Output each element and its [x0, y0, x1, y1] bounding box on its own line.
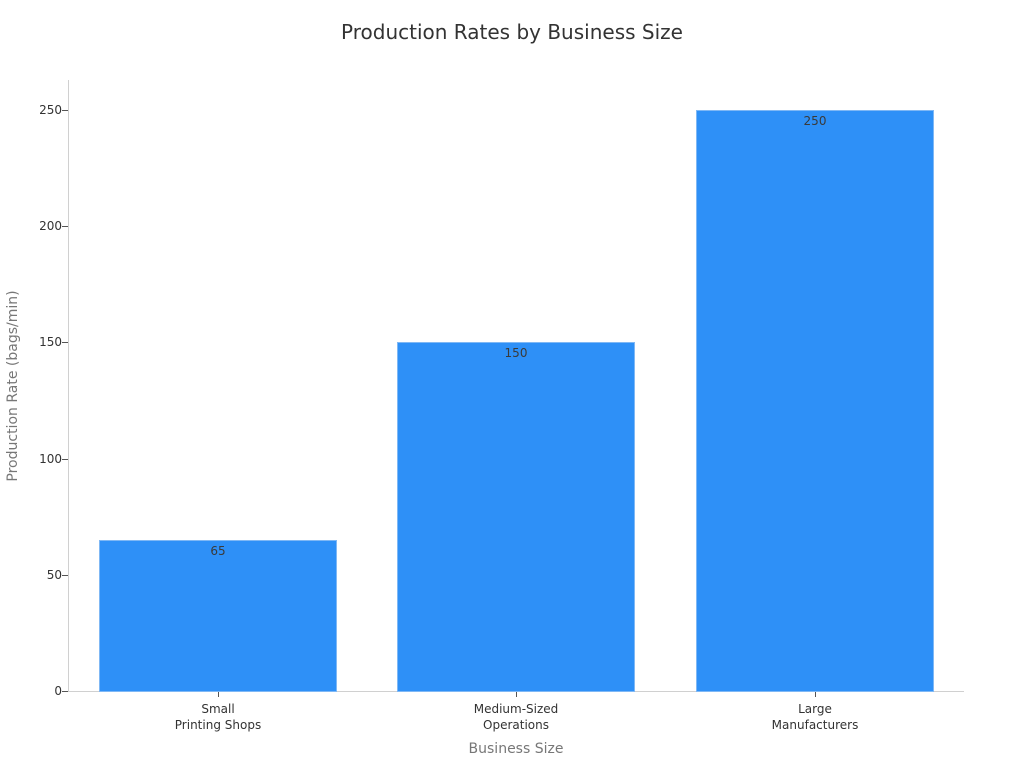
bar-value-label: 250	[803, 114, 827, 128]
x-tick-label: Medium-Sized Operations	[473, 702, 559, 732]
y-tick	[62, 226, 68, 227]
y-tick	[62, 342, 68, 343]
bar-value-label: 65	[210, 544, 226, 558]
bar-medium-sized-operations[interactable]: 150	[397, 342, 635, 692]
x-tick-label: Large Manufacturers	[771, 702, 859, 732]
y-axis-label: Production Rate (bags/min)	[5, 290, 21, 482]
x-tick-label: Small Printing Shops	[174, 702, 262, 732]
bar-large-manufacturers[interactable]: 250	[696, 110, 934, 692]
x-tick	[815, 692, 816, 697]
y-tick	[62, 691, 68, 692]
y-axis-line	[68, 80, 69, 692]
y-tick	[62, 110, 68, 111]
y-tick-label: 50	[46, 568, 62, 582]
y-tick-label: 0	[54, 684, 62, 698]
y-tick	[62, 575, 68, 576]
y-tick-label: 250	[39, 103, 62, 117]
bar-value-label: 150	[504, 346, 528, 360]
bar-small-printing-shops[interactable]: 65	[99, 540, 337, 692]
x-tick	[218, 692, 219, 697]
x-axis-label: Business Size	[468, 741, 564, 757]
y-tick-label: 100	[39, 452, 62, 466]
chart-title: Production Rates by Business Size	[341, 20, 683, 44]
y-tick-label: 200	[39, 219, 62, 233]
y-tick	[62, 459, 68, 460]
y-tick-label: 150	[39, 335, 62, 349]
x-tick	[516, 692, 517, 697]
